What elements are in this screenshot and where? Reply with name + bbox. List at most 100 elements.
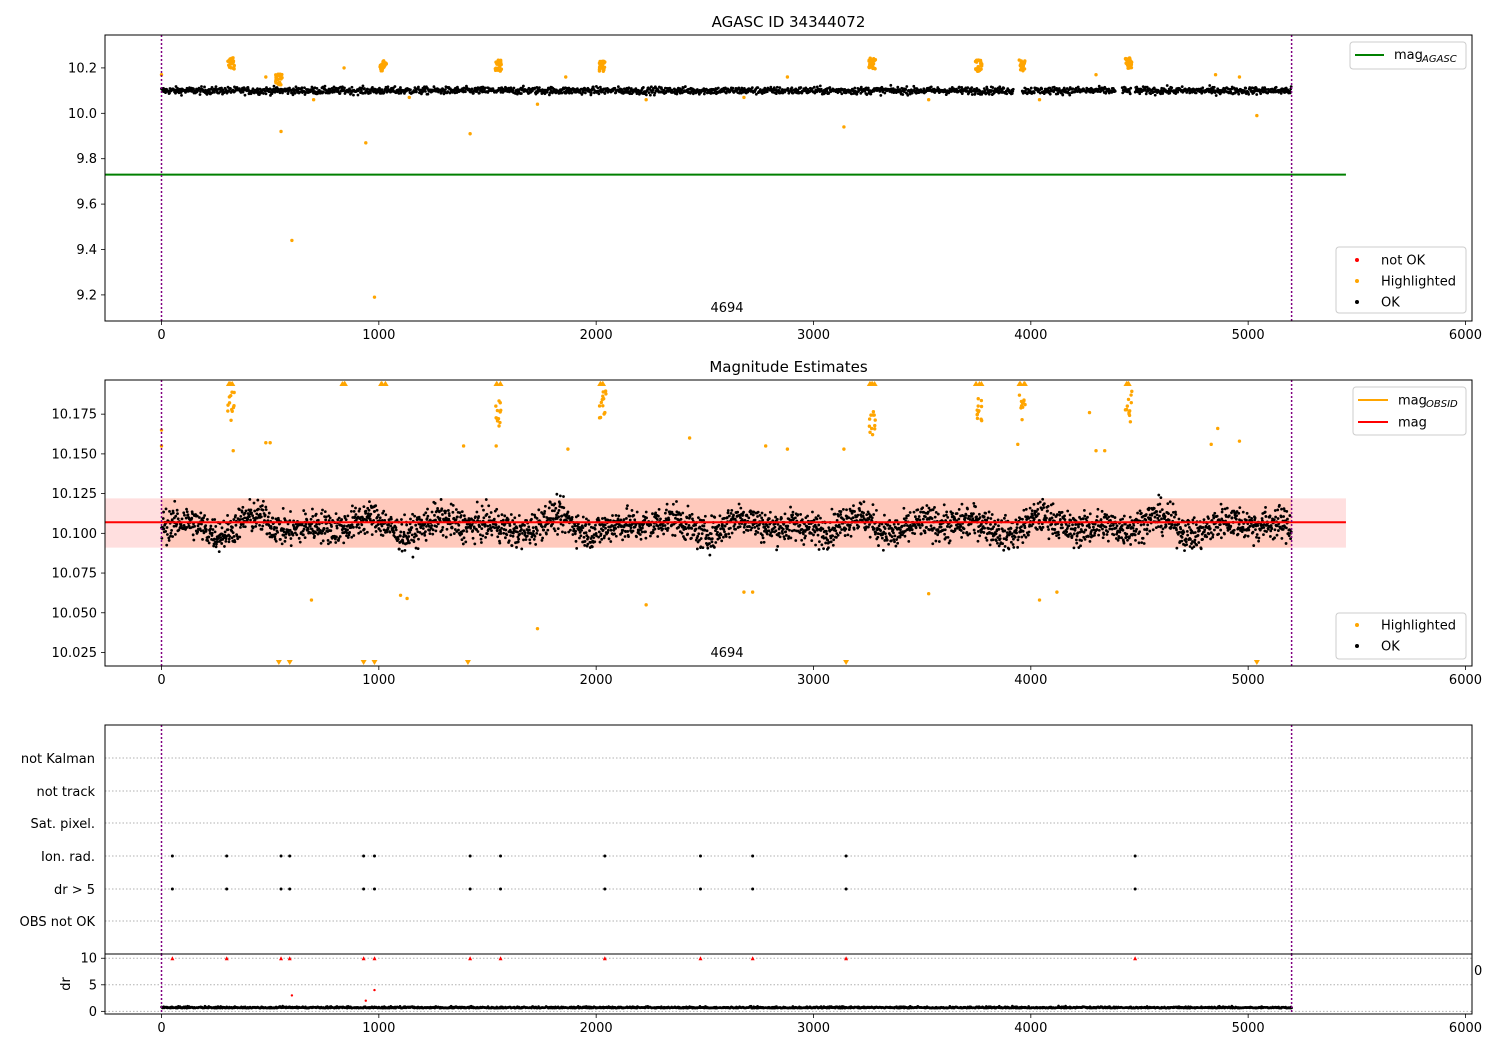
ok-point	[955, 512, 959, 515]
ok-point	[231, 526, 234, 529]
ok-point	[1194, 91, 1198, 95]
ok-point	[754, 532, 757, 536]
ok-point	[289, 544, 293, 548]
ok-point	[198, 516, 201, 519]
ok-point	[657, 527, 661, 531]
ok-point	[424, 89, 427, 93]
ok-point	[628, 518, 632, 522]
ok-point	[369, 91, 372, 95]
ok-point	[518, 532, 522, 536]
ok-point	[321, 508, 324, 512]
highlighted-point	[785, 75, 790, 79]
highlighted-point	[277, 80, 282, 85]
ok-point	[320, 531, 324, 535]
ok-point	[974, 505, 977, 509]
ok-point	[512, 531, 515, 535]
ok-point	[363, 532, 367, 535]
ok-point	[323, 510, 327, 514]
ok-point	[356, 523, 360, 526]
ok-point	[1048, 92, 1052, 96]
panel1-ytick-label: 10.2	[68, 61, 97, 76]
ok-point	[457, 528, 460, 532]
ok-point	[177, 91, 181, 95]
ok-point	[555, 513, 558, 517]
ok-point	[570, 518, 574, 521]
ok-point	[497, 514, 500, 518]
ok-point	[725, 516, 729, 519]
ok-point	[306, 527, 310, 531]
ok-point	[503, 514, 507, 518]
ok-point	[747, 516, 751, 520]
ok-point	[883, 513, 886, 517]
ok-point	[626, 504, 629, 508]
ok-point	[175, 523, 179, 526]
ok-point	[530, 517, 533, 521]
ok-point	[736, 510, 740, 514]
ok-point	[382, 509, 386, 513]
ok-point	[352, 510, 356, 513]
ok-point	[227, 537, 231, 541]
ok-point	[361, 516, 364, 519]
ok-point	[527, 525, 531, 529]
ok-point	[531, 526, 535, 529]
ok-point	[884, 532, 887, 536]
ok-point	[777, 88, 781, 92]
ok-point	[258, 512, 262, 516]
ok-point	[283, 519, 287, 522]
ok-point	[523, 523, 526, 527]
ok-point	[435, 525, 438, 528]
highlighted-point	[274, 81, 278, 85]
ok-point	[833, 512, 837, 516]
ok-point	[966, 507, 969, 511]
ok-point	[1002, 548, 1006, 552]
ok-point	[428, 518, 432, 522]
ok-point	[733, 522, 737, 526]
highlighted-point	[974, 58, 979, 63]
ok-point	[964, 516, 967, 520]
ok-point	[567, 91, 571, 95]
ok-point	[309, 517, 313, 521]
ok-point	[816, 527, 820, 531]
highlighted-point	[229, 61, 233, 65]
ok-point	[476, 530, 480, 533]
ok-point	[996, 518, 1000, 522]
ok-point	[207, 541, 211, 545]
highlighted-point	[601, 69, 606, 73]
ok-point	[250, 511, 253, 515]
ok-point	[489, 511, 493, 514]
ok-point	[629, 526, 633, 530]
ok-point	[1007, 527, 1010, 531]
ok-point	[890, 535, 894, 539]
ok-point	[883, 91, 887, 95]
ok-point	[557, 508, 561, 512]
ok-point	[690, 536, 693, 540]
ok-point	[746, 529, 750, 532]
ok-point	[521, 531, 524, 535]
ok-point	[543, 504, 547, 508]
ok-point	[297, 536, 301, 540]
ok-point	[412, 535, 416, 539]
ok-point	[573, 524, 577, 528]
ok-point	[213, 90, 216, 94]
ok-point	[411, 555, 415, 559]
ok-point	[240, 510, 244, 514]
ok-point	[199, 529, 203, 533]
ok-point	[762, 522, 765, 526]
ok-point	[804, 86, 808, 90]
ok-point	[594, 532, 598, 535]
ok-point	[177, 528, 181, 532]
ok-point	[894, 544, 898, 548]
ok-point	[500, 526, 503, 530]
ok-point	[317, 527, 321, 531]
ok-point	[426, 92, 430, 96]
ok-point	[982, 531, 986, 534]
ok-point	[217, 537, 220, 540]
ok-point	[662, 532, 666, 536]
ok-point	[625, 517, 628, 520]
ok-point	[594, 523, 597, 527]
ok-point	[715, 527, 718, 531]
ok-point	[380, 524, 384, 528]
ok-point	[964, 513, 968, 517]
ok-point	[354, 518, 358, 522]
ok-point	[291, 93, 295, 97]
